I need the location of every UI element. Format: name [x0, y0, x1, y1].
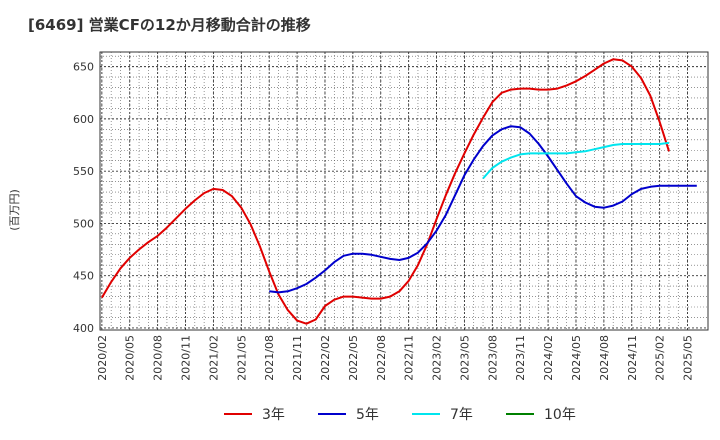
legend: 3年 5年 7年 10年: [224, 407, 576, 423]
y-tick-label: 650: [73, 61, 94, 74]
x-tick-label: 2020/08: [152, 335, 165, 381]
x-tick-label: 2022/05: [347, 335, 360, 381]
x-tick-label: 2023/05: [458, 335, 471, 381]
x-tick-label: 2023/11: [514, 335, 527, 381]
x-tick-label: 2023/02: [431, 335, 444, 381]
x-tick-label: 2022/08: [375, 335, 388, 381]
x-tick-label: 2021/08: [263, 335, 276, 381]
x-tick-label: 2025/05: [682, 335, 695, 381]
x-tick-label: 2022/11: [403, 335, 416, 381]
legend-label: 5年: [356, 407, 379, 423]
x-tick-label: 2021/02: [207, 335, 220, 381]
series-lines: [101, 58, 697, 325]
legend-label: 3年: [262, 407, 285, 423]
series-line-7年: [482, 141, 670, 180]
legend-label: 10年: [544, 407, 576, 423]
y-tick-labels: 400 450 500 550 600 650: [73, 61, 94, 335]
y-tick-label: 550: [73, 165, 94, 178]
x-tick-label: 2024/11: [626, 335, 639, 381]
series-line-5年: [269, 125, 697, 294]
y-tick-label: 500: [73, 217, 94, 230]
y-tick-label: 450: [73, 270, 94, 283]
x-tick-label: 2024/02: [542, 335, 555, 381]
x-tick-label: 2023/08: [486, 335, 499, 381]
x-tick-label: 2022/02: [319, 335, 332, 381]
series-line-3年: [101, 58, 670, 325]
x-tick-label: 2024/08: [598, 335, 611, 381]
plot-area: [99, 51, 709, 331]
y-tick-label: 600: [73, 113, 94, 126]
x-tick-label: 2020/11: [180, 335, 193, 381]
x-tick-label: 2021/11: [291, 335, 304, 381]
x-tick-label: 2025/02: [654, 335, 667, 381]
x-tick-labels: 2020/02 2020/05 2020/08 2020/11 2021/02 2021/…: [96, 335, 695, 381]
legend-label: 7年: [450, 407, 473, 423]
x-tick-label: 2020/05: [124, 335, 137, 381]
y-tick-label: 400: [73, 322, 94, 335]
x-tick-label: 2024/05: [570, 335, 583, 381]
x-tick-label: 2020/02: [96, 335, 109, 381]
grid: [100, 52, 708, 330]
chart-title: [6469] 営業CFの12か月移動合計の推移: [28, 16, 311, 34]
x-tick-label: 2021/05: [235, 335, 248, 381]
